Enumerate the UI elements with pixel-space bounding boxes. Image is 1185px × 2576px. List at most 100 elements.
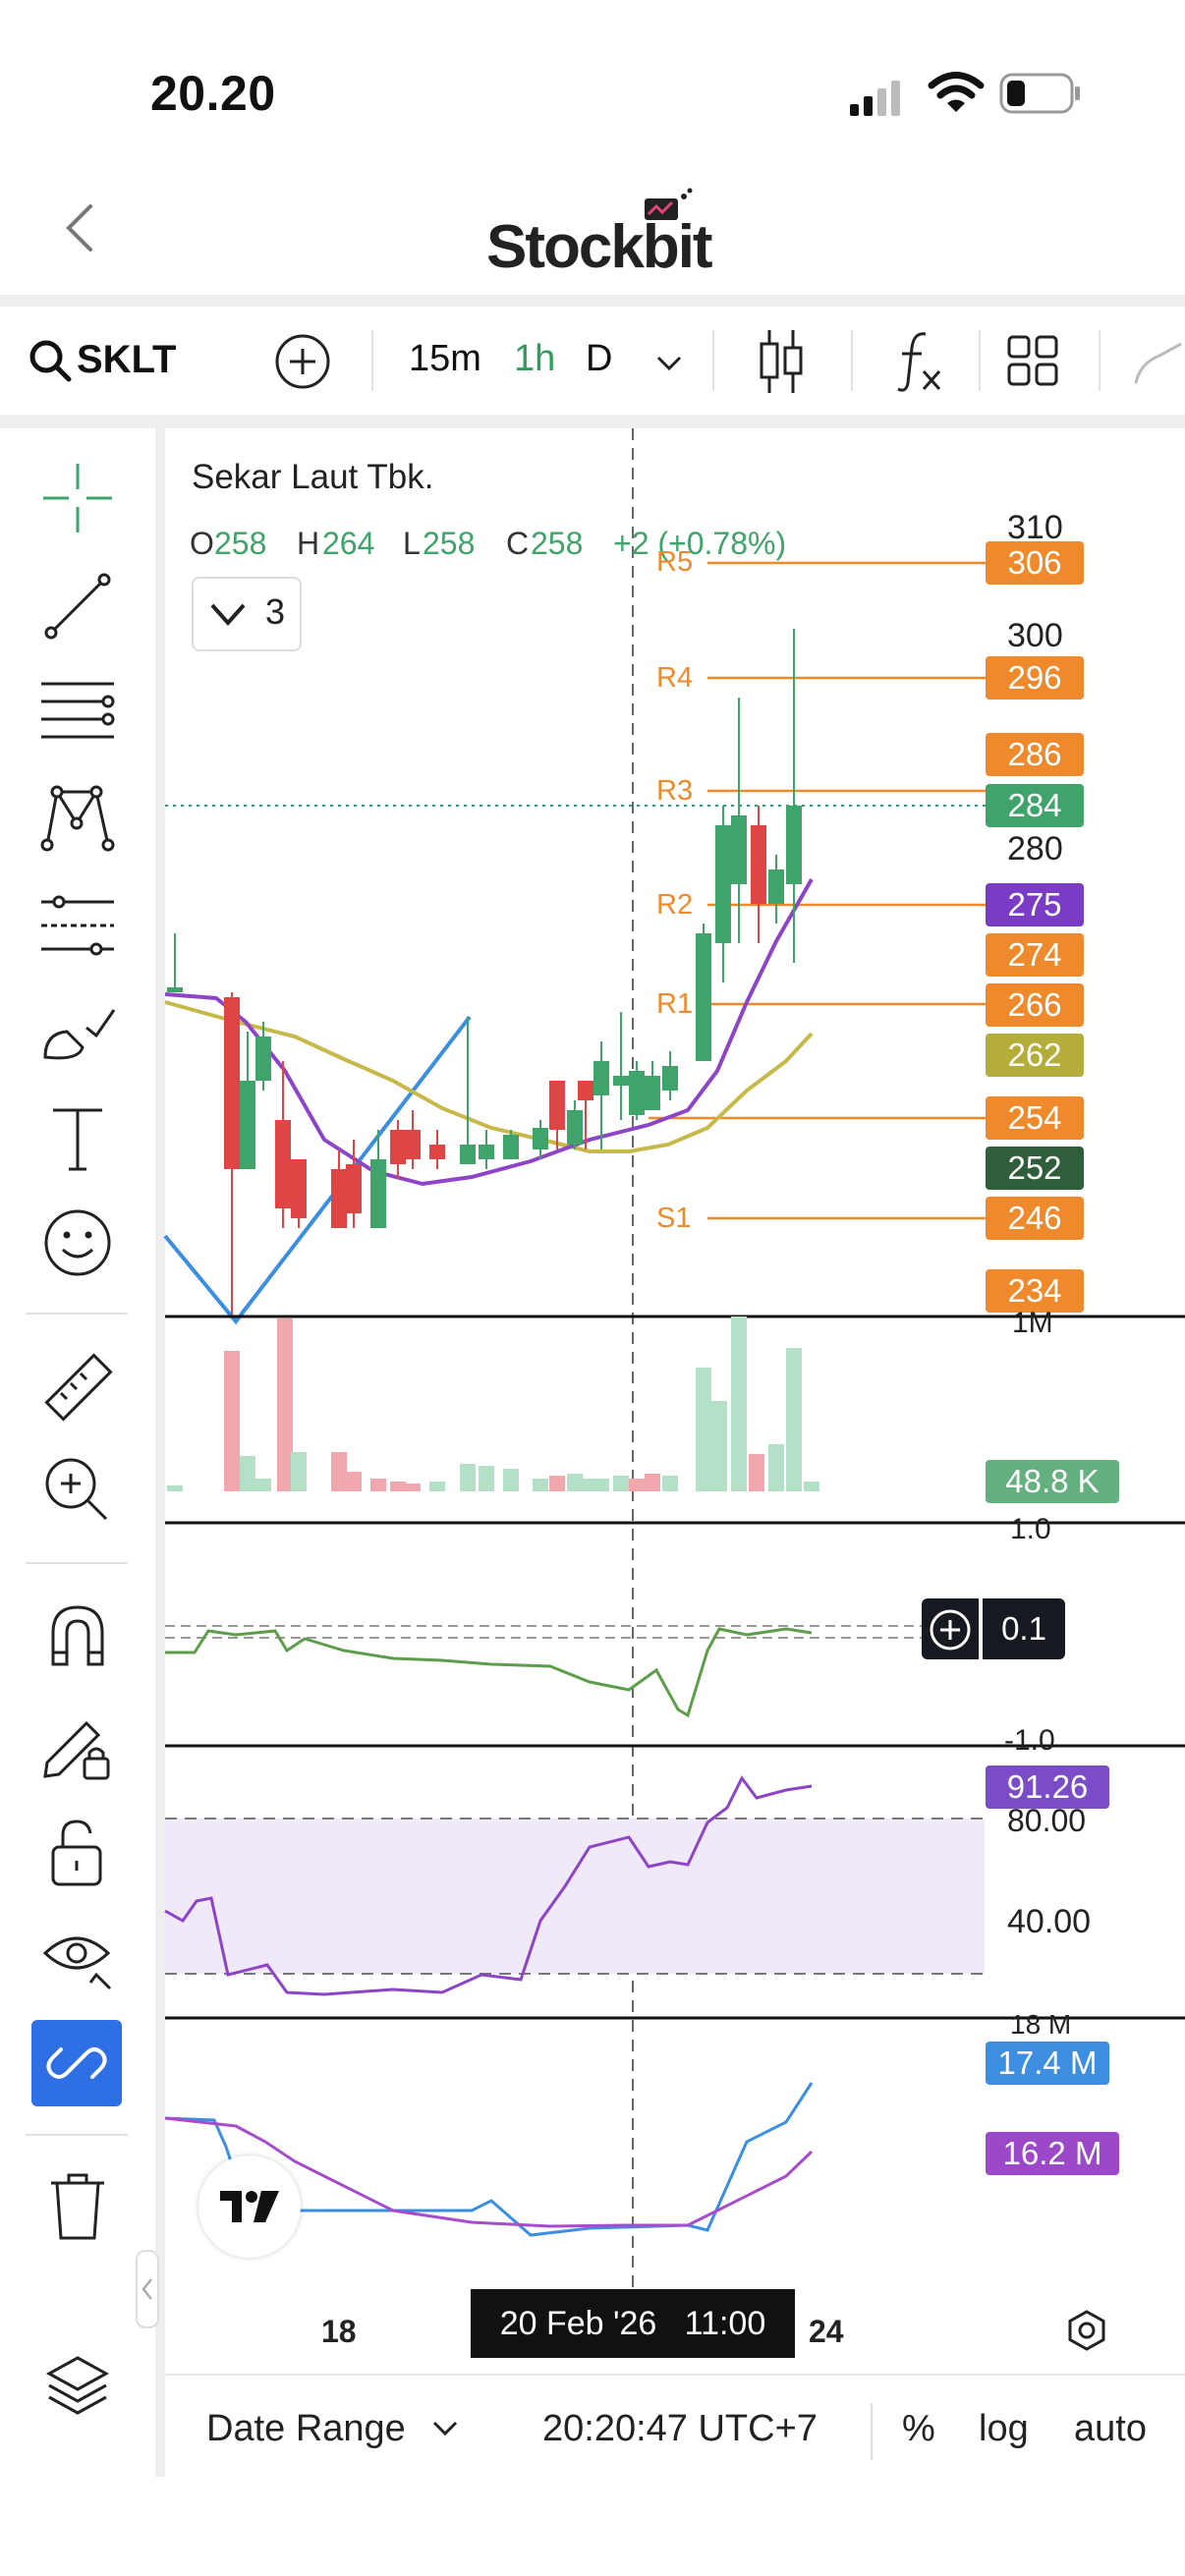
chevron-left-icon bbox=[141, 2278, 152, 2300]
battery-icon bbox=[999, 73, 1080, 114]
volume-bar bbox=[479, 1466, 494, 1491]
pivot-label-r2: R2 bbox=[656, 889, 694, 921]
timeframe-1h[interactable]: 1h bbox=[514, 338, 556, 379]
unlock-icon[interactable] bbox=[45, 1816, 110, 1888]
sidebar-toggle-handle[interactable] bbox=[136, 2250, 159, 2328]
search-icon[interactable] bbox=[28, 338, 73, 383]
layers-icon[interactable] bbox=[43, 2352, 112, 2421]
volume-bars-group bbox=[167, 1316, 819, 1491]
crosshair-date-badge: 20 Feb '26 11:00 bbox=[471, 2289, 795, 2358]
indicators-icon[interactable] bbox=[892, 328, 945, 395]
ticker-symbol[interactable]: SKLT bbox=[77, 338, 177, 381]
obv-blue-badge: 17.4 M bbox=[986, 2042, 1109, 2085]
candles-group bbox=[167, 629, 802, 1316]
drawing-tool-icon[interactable] bbox=[1130, 334, 1185, 389]
candle-body bbox=[240, 1081, 255, 1169]
candle-body bbox=[593, 1061, 609, 1095]
volume-bar bbox=[786, 1348, 802, 1491]
volume-bar bbox=[346, 1472, 362, 1491]
time-axis-label: 24 bbox=[809, 2314, 844, 2349]
logo-mark-icon bbox=[645, 188, 693, 220]
wifi-icon bbox=[928, 72, 985, 112]
date-range-button[interactable]: Date Range bbox=[206, 2408, 406, 2449]
volume-bar bbox=[549, 1476, 565, 1491]
fib-lines-icon[interactable] bbox=[39, 676, 116, 749]
price-badge-ma: 262 bbox=[986, 1034, 1084, 1077]
obv-purple-badge: 16.2 M bbox=[986, 2132, 1119, 2175]
volume-bar bbox=[503, 1469, 519, 1491]
pivot-label-r5: R5 bbox=[656, 546, 694, 578]
drawn-trend-line[interactable] bbox=[163, 1015, 472, 1325]
prediction-icon[interactable] bbox=[39, 890, 116, 963]
indicator-count: 3 bbox=[265, 591, 286, 632]
pattern-icon[interactable] bbox=[39, 782, 116, 855]
sidebar-divider bbox=[155, 428, 165, 2477]
time-axis-label: 18 bbox=[321, 2314, 357, 2349]
trash-icon[interactable] bbox=[49, 2171, 106, 2242]
volume-bar bbox=[291, 1452, 307, 1491]
rsi-axis-upper: 80.00 bbox=[1007, 1803, 1087, 1838]
candle-body bbox=[503, 1135, 519, 1159]
log-scale-toggle[interactable]: log bbox=[979, 2408, 1029, 2449]
back-button[interactable] bbox=[57, 198, 106, 257]
tradingview-logo[interactable] bbox=[198, 2156, 301, 2258]
cellular-signal-icon bbox=[850, 81, 900, 116]
volume-bar bbox=[405, 1484, 421, 1491]
indicator-collapse-button[interactable] bbox=[192, 577, 302, 651]
percent-scale-toggle[interactable]: % bbox=[902, 2408, 935, 2449]
volume-bar bbox=[613, 1476, 629, 1491]
chevron-down-icon[interactable] bbox=[430, 2417, 460, 2440]
candle-body bbox=[786, 806, 802, 884]
price-badge-current: 252 bbox=[986, 1147, 1084, 1190]
timeframe-d[interactable]: D bbox=[586, 338, 613, 379]
link-icon bbox=[46, 2047, 107, 2079]
volume-bar bbox=[167, 1485, 183, 1491]
toolbar-divider bbox=[1099, 330, 1100, 391]
price-badge-r2: 275 bbox=[986, 883, 1084, 926]
add-symbol-icon[interactable] bbox=[273, 332, 332, 391]
candle-body bbox=[405, 1130, 421, 1159]
ma-slow-line bbox=[164, 1000, 814, 1153]
crosshair-icon[interactable] bbox=[41, 462, 114, 534]
volume-bar bbox=[370, 1479, 386, 1491]
chart-toolbar bbox=[0, 307, 1185, 415]
chevron-down-icon[interactable] bbox=[652, 346, 686, 379]
ohlc-change: +2 (+0.78%) bbox=[613, 526, 787, 561]
candle-body bbox=[390, 1130, 406, 1164]
sidebar-separator bbox=[26, 1562, 128, 1564]
layout-grid-icon[interactable] bbox=[1006, 334, 1059, 387]
zoom-in-icon[interactable] bbox=[41, 1454, 114, 1527]
lock-drawing-icon[interactable] bbox=[39, 1708, 116, 1784]
eye-icon[interactable] bbox=[39, 1924, 118, 1996]
toolbar-divider bbox=[851, 330, 853, 391]
rsi-badge: 91.26 bbox=[986, 1765, 1109, 1809]
price-axis-label: 300 bbox=[1007, 617, 1063, 654]
trend-line-icon[interactable] bbox=[41, 570, 114, 643]
auto-scale-toggle[interactable]: auto bbox=[1074, 2408, 1147, 2449]
candle-body bbox=[291, 1159, 307, 1218]
chart-settings-icon[interactable] bbox=[1065, 2309, 1108, 2352]
pivot-label-r3: R3 bbox=[656, 775, 694, 807]
chevron-down-icon bbox=[210, 603, 246, 627]
toolbar-separator bbox=[0, 295, 1185, 307]
price-badge-r4: 296 bbox=[986, 656, 1084, 700]
ruler-icon[interactable] bbox=[39, 1348, 116, 1425]
volume-bar bbox=[645, 1474, 660, 1491]
candle-body bbox=[662, 1066, 678, 1091]
volume-bar bbox=[331, 1452, 347, 1491]
price-axis-label: 280 bbox=[1007, 830, 1063, 868]
price-badge-r3: 286 bbox=[986, 733, 1084, 776]
candle-body bbox=[715, 825, 731, 943]
volume-bar bbox=[711, 1401, 727, 1491]
candle-type-icon[interactable] bbox=[757, 326, 806, 397]
ohlc-open-value: 258 bbox=[214, 526, 267, 561]
timeframe-15m[interactable]: 15m bbox=[409, 338, 481, 379]
toolbar-divider bbox=[371, 330, 373, 391]
magnet-icon[interactable] bbox=[43, 1599, 112, 1672]
emoji-icon[interactable] bbox=[41, 1206, 114, 1279]
tradingview-icon bbox=[220, 2191, 279, 2222]
text-icon[interactable] bbox=[47, 1102, 108, 1175]
volume-bar bbox=[255, 1479, 271, 1491]
brush-icon[interactable] bbox=[39, 998, 118, 1071]
